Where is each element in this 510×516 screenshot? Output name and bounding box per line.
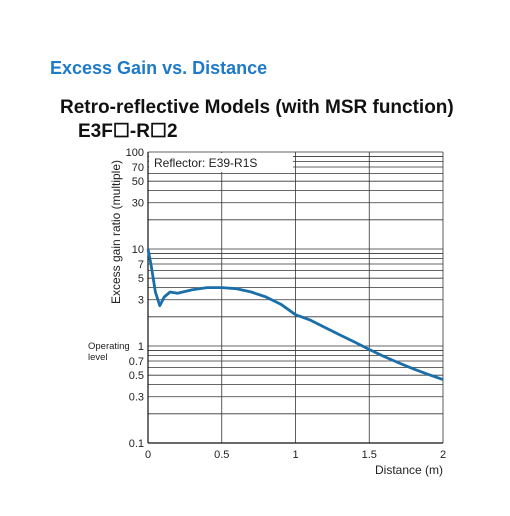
y-tick-label: 0.1 xyxy=(129,438,144,450)
y-tick-label: 3 xyxy=(138,295,144,307)
annotation: Operating xyxy=(88,341,130,352)
x-tick-label: 1.5 xyxy=(362,449,377,461)
x-tick-label: 2 xyxy=(440,449,446,461)
section-title: Excess Gain vs. Distance xyxy=(50,58,267,78)
data-line xyxy=(146,248,444,381)
y-axis-label: Excess gain ratio (multiple) xyxy=(109,160,123,304)
y-tick-label: 30 xyxy=(132,198,144,210)
y-tick-label: 0.5 xyxy=(129,370,144,382)
y-tick-label: 50 xyxy=(132,176,144,188)
x-tick-label: 0.5 xyxy=(214,449,229,461)
y-tick-label: 100 xyxy=(126,147,144,159)
legend-box xyxy=(149,153,293,172)
y-tick-label: 0.7 xyxy=(129,356,144,368)
y-tick-label: 70 xyxy=(132,162,144,174)
y-tick-label: 5 xyxy=(138,273,144,285)
y-tick-label: 1 xyxy=(138,341,144,353)
y-tick-label: 10 xyxy=(132,244,144,256)
chart-title: Retro-reflective Models (with MSR functi… xyxy=(60,97,454,118)
annotation: level xyxy=(88,352,108,363)
chart-subtitle: E3F☐-R☐2 xyxy=(78,121,178,142)
y-tick-label: 0.3 xyxy=(129,392,144,404)
x-tick-label: 0 xyxy=(145,449,151,461)
legend-label: Reflector: E39-R1S xyxy=(154,156,257,170)
x-tick-label: 1 xyxy=(292,449,298,461)
y-tick-label: 7 xyxy=(138,259,144,271)
x-axis-label: Distance (m) xyxy=(375,463,443,477)
